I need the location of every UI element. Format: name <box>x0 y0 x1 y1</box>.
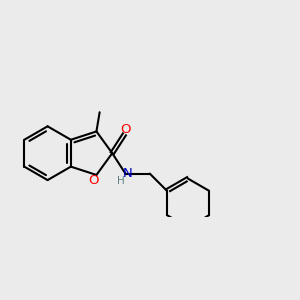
Text: H: H <box>117 176 125 186</box>
Text: N: N <box>122 167 132 180</box>
Text: O: O <box>120 123 130 136</box>
Text: O: O <box>88 174 98 187</box>
